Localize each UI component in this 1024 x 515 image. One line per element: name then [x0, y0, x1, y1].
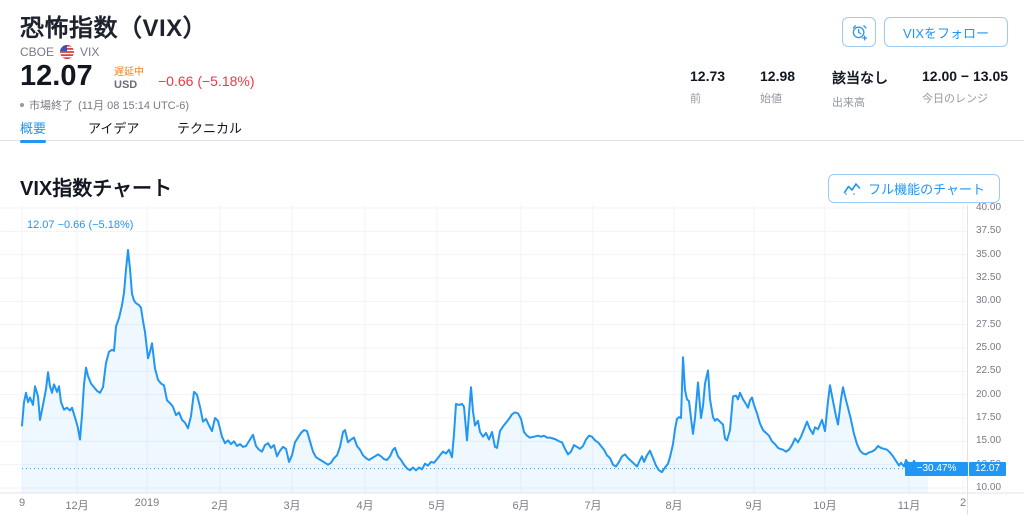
stat-label: 前 — [690, 93, 701, 105]
x-axis-label: 5月 — [428, 500, 446, 512]
page-title: 恐怖指数（VIX） — [20, 15, 208, 42]
x-axis-label: 9 — [18, 497, 26, 509]
chart-section-title: VIX指数チャート — [20, 178, 173, 200]
add-alert-button[interactable] — [842, 17, 877, 47]
market-status-text: 市場終了 — [29, 100, 73, 112]
y-axis-label: 22.50 — [976, 365, 1002, 377]
x-axis-label: 7月 — [584, 500, 602, 512]
full-chart-button[interactable]: フル機能のチャート — [828, 174, 1000, 203]
y-axis-label: 32.50 — [976, 272, 1002, 283]
tab-bar: 概要 アイデア テクニカル — [0, 116, 1024, 143]
delayed-badge: 遅延中 — [114, 67, 144, 78]
stat-value: 12.98 — [760, 68, 796, 84]
price-chart[interactable]: 12.07 −0.66 (−5.18%) 40.00 37.50 35.00 32.5… — [0, 202, 1024, 515]
stat-day-range: 12.00 − 13.05 今日のレンジ — [922, 68, 1008, 106]
y-axis-label: 25.00 — [976, 342, 1002, 353]
x-axis-label: 2019 — [134, 497, 160, 509]
x-axis-label: 11月 — [897, 500, 921, 512]
current-price-badge: 12.07 — [969, 461, 1006, 476]
us-flag-icon — [60, 45, 75, 59]
x-axis-label: 2月 — [211, 500, 229, 512]
stat-label: 始値 — [760, 93, 782, 105]
y-axis-label: 37.50 — [976, 225, 1002, 237]
y-axis-label: 27.50 — [976, 318, 1002, 330]
currency-label: USD — [114, 79, 138, 91]
stat-label: 今日のレンジ — [922, 93, 988, 105]
x-axis-label: 2 — [959, 497, 967, 509]
exchange-label: CBOE — [20, 45, 55, 59]
chart-legend: 12.07 −0.66 (−5.18%) — [27, 219, 134, 231]
market-status: 市場終了 (11月 08 15:14 UTC-6) — [20, 97, 189, 113]
current-price: 12.07 — [20, 60, 93, 92]
stat-value: 12.00 − 13.05 — [922, 68, 1009, 84]
stat-open: 12.98 始値 — [760, 68, 795, 106]
x-axis-label: 10月 — [813, 500, 837, 512]
y-axis-label: 35.00 — [976, 248, 1002, 260]
area-fill — [22, 250, 928, 493]
stat-value: 12.73 — [690, 68, 726, 84]
price-change: −0.66 (−5.18%) — [158, 73, 255, 89]
y-axis-label: 30.00 — [976, 295, 1002, 307]
x-axis-label: 12月 — [65, 500, 89, 512]
x-axis-label: 8月 — [665, 500, 683, 512]
stat-label: 出来高 — [832, 97, 865, 109]
tab-technical[interactable]: テクニカル — [177, 121, 243, 136]
y-axis-label: 15.00 — [976, 435, 1002, 447]
market-closed-dot-icon — [20, 103, 24, 107]
chart-line-icon — [843, 182, 861, 195]
symbol-label: VIX — [80, 45, 100, 59]
tab-overview[interactable]: 概要 — [20, 118, 47, 143]
header-actions: VIXをフォロー — [842, 17, 1008, 47]
stat-volume: 該当なし 出来高 — [832, 68, 888, 110]
x-axis-label: 9月 — [745, 500, 763, 512]
alarm-plus-icon — [850, 23, 868, 41]
x-axis-label: 6月 — [512, 500, 530, 512]
tab-ideas[interactable]: アイデア — [88, 121, 140, 136]
price-line — [21, 249, 929, 474]
x-axis-label: 4月 — [356, 500, 374, 512]
y-axis-label: 10.00 — [976, 482, 1002, 493]
y-axis-label: 20.00 — [976, 388, 1002, 400]
chart-canvas[interactable] — [0, 205, 1024, 515]
y-axis-label: 40.00 — [976, 202, 1002, 213]
stat-value: 該当なし — [832, 70, 888, 86]
symbol-subtitle: CBOE VIX — [20, 45, 99, 59]
full-chart-button-label: フル機能のチャート — [868, 182, 985, 197]
follow-button[interactable]: VIXをフォロー — [884, 17, 1008, 47]
change-percent-badge: −30.47% — [905, 461, 968, 476]
x-axis-label: 3月 — [283, 500, 301, 512]
stat-prev-close: 12.73 前 — [690, 68, 725, 106]
market-status-time: (11月 08 15:14 UTC-6) — [78, 100, 190, 112]
y-axis-label: 17.50 — [976, 412, 1002, 423]
